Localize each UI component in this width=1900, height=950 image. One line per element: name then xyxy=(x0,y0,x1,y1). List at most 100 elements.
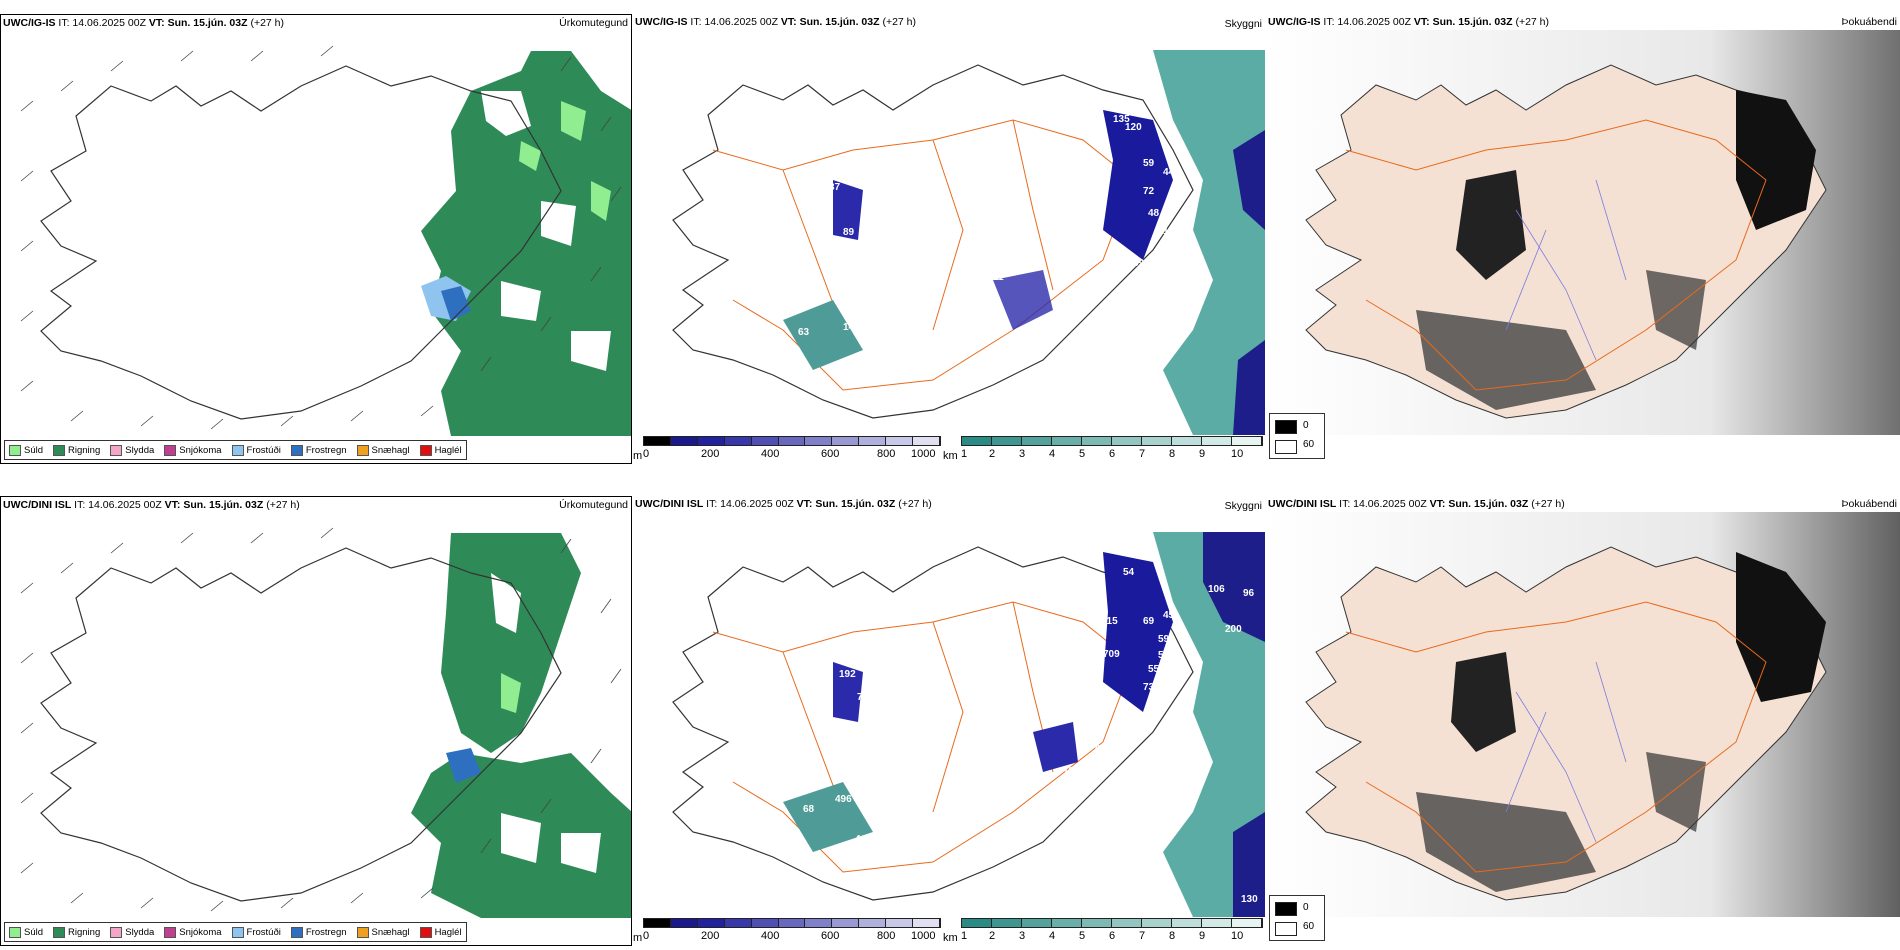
fog-dark xyxy=(1646,752,1706,832)
cloud-value: 54 xyxy=(1123,567,1135,578)
cloud-value: 68 xyxy=(803,804,815,815)
low-cloud-area xyxy=(783,300,863,370)
visibility-map: 159 146 54 215 69 45 59 57 55 73 709 75 … xyxy=(672,532,1265,917)
cloud-value: 13 xyxy=(1063,766,1075,777)
cloud-base-labels: 159 146 54 215 69 45 59 57 55 73 709 75 … xyxy=(783,544,1258,905)
cloud-value: 89 xyxy=(863,232,875,243)
legend-item: Súld xyxy=(9,444,43,456)
cloud-value: 69 xyxy=(1143,616,1155,627)
cloud-value: 709 xyxy=(1103,649,1120,660)
cloud-colorbar: m 0 200 400 600 800 1000 xyxy=(633,916,945,944)
precip-map xyxy=(20,527,631,918)
fog-dark xyxy=(1736,552,1826,702)
cloud-value: 104 xyxy=(1078,102,1095,113)
cloud-value: 59 xyxy=(1158,634,1170,645)
cloud-value: 59 xyxy=(1143,158,1155,169)
panel-header: UWC/DINI ISL IT: 14.06.2025 00Z VT: Sun.… xyxy=(1268,498,1565,510)
panel-label: Úrkomutegund xyxy=(559,17,628,29)
precip-legend: Súld Rigning Slydda Snjókoma Frostúði Fr… xyxy=(4,440,467,460)
low-cloud-area xyxy=(1103,552,1173,712)
fog-map xyxy=(1266,512,1900,917)
drizzle-area xyxy=(501,673,521,713)
legend-item: Haglél xyxy=(419,444,462,456)
fog-dark xyxy=(1416,310,1596,410)
fog-panel-dini: UWC/DINI ISL IT: 14.06.2025 00Z VT: Sun.… xyxy=(1266,496,1900,946)
legend-item: Rigning xyxy=(53,926,100,938)
drizzle-area xyxy=(519,101,611,221)
wind-barbs xyxy=(20,45,622,430)
visibility-panel-igis: UWC/IG-IS IT: 14.06.2025 00Z VT: Sun. 15… xyxy=(633,14,1265,464)
cloud-value: 135 xyxy=(1113,114,1130,125)
cloud-value: 211 xyxy=(883,372,900,383)
cloud-value: 57 xyxy=(1158,650,1170,661)
fog-dark xyxy=(1451,652,1516,752)
rain-area xyxy=(554,411,631,436)
cloud-value: 87 xyxy=(1109,252,1121,263)
legend-item: Slydda xyxy=(110,444,154,456)
cloud-value: 73 xyxy=(1143,682,1155,693)
fog-legend: 0 60 xyxy=(1269,895,1325,941)
legend-item: Slydda xyxy=(110,926,154,938)
roads xyxy=(712,119,1134,391)
panel-header: UWC/DINI ISL IT: 14.06.2025 00Z VT: Sun.… xyxy=(3,499,300,511)
cloud-value: 37 xyxy=(829,182,841,193)
legend-item: Frostúði xyxy=(231,444,281,456)
cloud-value: 496 xyxy=(835,794,852,805)
cloud-value: 120 xyxy=(1125,122,1142,133)
cloud-value: 97 xyxy=(963,362,975,373)
precip-legend: Súld Rigning Slydda Snjókoma Frostúði Fr… xyxy=(4,922,467,942)
panel-label: Úrkomutegund xyxy=(559,499,628,511)
cloud-value: 192 xyxy=(839,669,856,680)
visibility-colorbar: km 1 2 3 4 5 6 7 8 9 10 xyxy=(943,434,1263,462)
legend-item: Frostregn xyxy=(290,444,347,456)
legend-item: Frostúði xyxy=(231,926,281,938)
low-cloud-area xyxy=(993,270,1053,330)
sea-dark xyxy=(1203,532,1265,917)
low-cloud-area xyxy=(833,180,863,240)
cloud-value: 187 xyxy=(883,839,900,850)
legend-item: Frostregn xyxy=(290,926,347,938)
rain-area xyxy=(441,533,581,753)
legend-item: Snæhagl xyxy=(356,926,410,938)
wind-barbs xyxy=(20,527,622,912)
visibility-map: 104 135 120 59 44 72 48 18 87 69 37 89 8… xyxy=(672,50,1265,435)
cloud-base-labels: 104 135 120 59 44 72 48 18 87 69 37 89 8… xyxy=(783,102,1175,383)
low-cloud-area xyxy=(783,782,873,852)
low-cloud-area xyxy=(1103,110,1173,260)
precip-panel-igis: UWC/IG-IS IT: 14.06.2025 00Z VT: Sun. 15… xyxy=(0,14,632,464)
cloud-value: 48 xyxy=(1148,208,1160,219)
cloud-value: 60 xyxy=(1095,744,1107,755)
panel-label: Þokuábendi xyxy=(1841,16,1897,28)
cloud-value: 76 xyxy=(857,692,869,703)
legend-item: Haglél xyxy=(419,926,462,938)
cloud-value: 18 xyxy=(1163,226,1175,237)
cloud-value: 69 xyxy=(1133,258,1145,269)
precip-map xyxy=(20,45,631,436)
legend-item: Snjókoma xyxy=(164,444,222,456)
panel-header: UWC/IG-IS IT: 14.06.2025 00Z VT: Sun. 15… xyxy=(3,17,285,29)
panel-label: Skyggni xyxy=(1224,18,1262,30)
panel-header: UWC/IG-IS IT: 14.06.2025 00Z VT: Sun. 15… xyxy=(635,16,917,28)
iceland-outline xyxy=(40,65,562,420)
low-cloud-area xyxy=(1033,722,1078,772)
panel-header: UWC/IG-IS IT: 14.06.2025 00Z VT: Sun. 15… xyxy=(1268,16,1550,28)
roads xyxy=(1345,601,1767,873)
cloud-value: 11 xyxy=(993,272,1004,283)
visibility-panel-dini: UWC/DINI ISL IT: 14.06.2025 00Z VT: Sun.… xyxy=(633,496,1265,946)
roads xyxy=(1345,119,1767,391)
cloud-value: 55 xyxy=(1148,664,1160,675)
legend-item: Rigning xyxy=(53,444,100,456)
precip-panel-dini: UWC/DINI ISL IT: 14.06.2025 00Z VT: Sun.… xyxy=(0,496,632,946)
low-cloud-area xyxy=(833,662,863,722)
legend-item: Snjókoma xyxy=(164,926,222,938)
iceland-outline xyxy=(40,547,562,902)
cloud-value: 63 xyxy=(798,327,810,338)
fog-map xyxy=(1266,30,1900,435)
cloud-value: 146 xyxy=(843,322,860,333)
freezing-rain-area xyxy=(441,286,471,321)
cloud-colorbar: m 0 200 400 600 800 1000 xyxy=(633,434,945,462)
panel-label: Þokuábendi xyxy=(1841,498,1897,510)
sea-dark xyxy=(1233,130,1265,435)
sea-value: 200 xyxy=(1225,624,1242,635)
cloud-value: 44 xyxy=(1163,167,1175,178)
